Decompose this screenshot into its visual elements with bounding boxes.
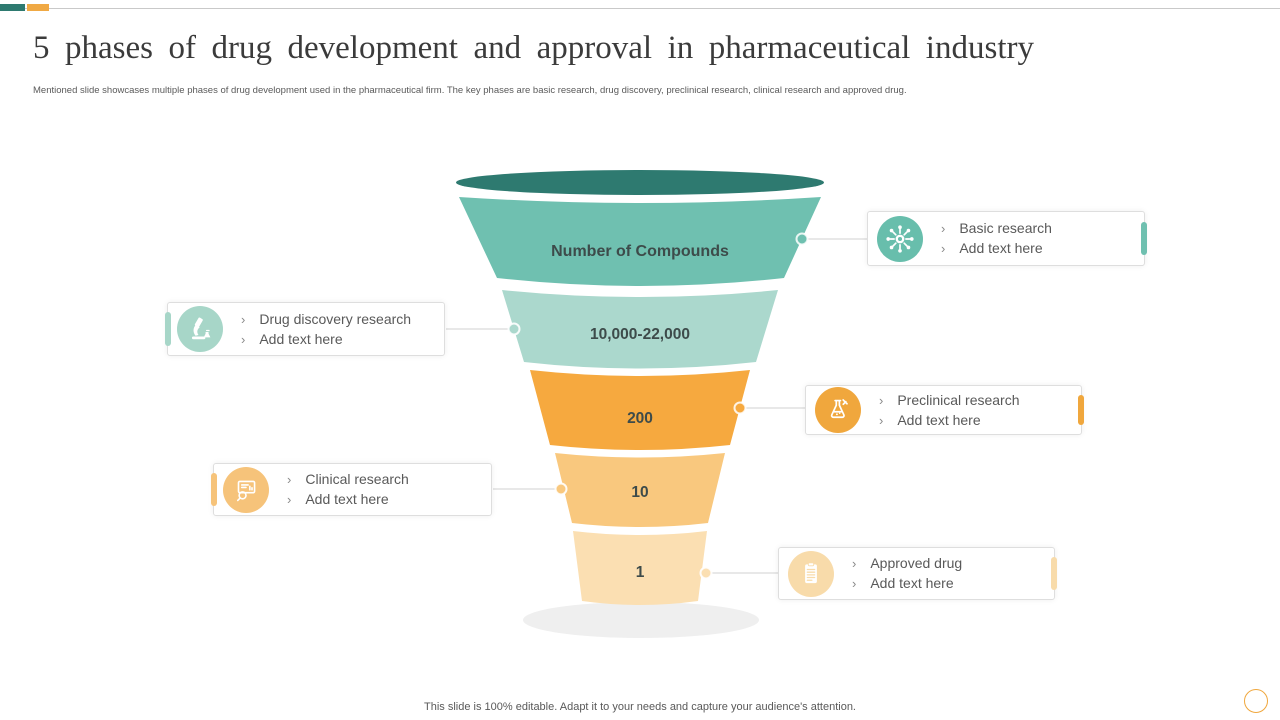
funnel-shadow (523, 602, 759, 638)
chevron-bullet-icon: › (879, 392, 884, 408)
funnel-label-4: 10 (631, 484, 648, 501)
callout-title: Basic research (959, 220, 1052, 236)
chevron-bullet-icon: › (241, 311, 246, 327)
connector-dot-drug-discovery (507, 322, 521, 336)
connector-dot-preclinical (733, 401, 747, 415)
bottom-right-ring-decoration (1244, 689, 1268, 713)
footer-note: This slide is 100% editable. Adapt it to… (424, 701, 856, 713)
accent-bar (165, 312, 171, 346)
chevron-bullet-icon: › (941, 221, 946, 236)
chevron-bullet-icon: › (852, 576, 857, 591)
connector-dot-clinical (554, 482, 568, 496)
funnel-segment-200 (530, 370, 750, 450)
top-divider-line (0, 8, 1280, 9)
chevron-bullet-icon: › (241, 331, 246, 347)
callout-preclinical-research: › Preclinical research › Add text here (805, 385, 1084, 435)
funnel-label-2: 10,000-22,000 (590, 326, 690, 343)
accent-bar (211, 473, 217, 506)
connector-dot-basic-research (795, 232, 809, 246)
funnel-segment-1 (573, 531, 707, 605)
molecule-icon (877, 215, 923, 262)
slide-subtitle: Mentioned slide showcases multiple phase… (33, 85, 907, 96)
callout-title: Preclinical research (897, 391, 1020, 408)
callout-title: Approved drug (870, 555, 963, 571)
page-title: 5 phases of drug development and approva… (33, 30, 1034, 66)
callout-clinical-research: › Clinical research › Add text here (211, 463, 492, 516)
clipboard-icon (788, 550, 834, 597)
chevron-bullet-icon: › (941, 241, 946, 256)
funnel-label-3: 200 (627, 410, 653, 427)
callout-approved-drug: › Approved drug › Add text here (778, 547, 1057, 600)
chevron-bullet-icon: › (852, 556, 857, 571)
presentation-icon (223, 466, 269, 513)
funnel-segment-10000-22000 (502, 290, 778, 369)
callout-drug-discovery: › Drug discovery research › Add text her… (165, 302, 445, 356)
add-text-placeholder[interactable]: Add text here (305, 491, 389, 507)
flask-icon (815, 387, 861, 433)
callout-title: Drug discovery research (259, 310, 412, 327)
funnel-top-ellipse (456, 170, 824, 195)
top-accent-bar-teal (0, 4, 25, 11)
accent-bar (1078, 394, 1084, 426)
top-accent-bar-orange (27, 4, 49, 11)
add-text-placeholder[interactable]: Add text here (959, 240, 1043, 256)
chevron-bullet-icon: › (287, 492, 292, 507)
accent-bar (1141, 221, 1147, 256)
callout-title: Clinical research (305, 471, 409, 487)
funnel-segment-number-of-compounds (459, 197, 821, 286)
add-text-placeholder[interactable]: Add text here (259, 330, 343, 347)
funnel-label-1: Number of Compounds (551, 243, 729, 260)
add-text-placeholder[interactable]: Add text here (897, 411, 981, 428)
chevron-bullet-icon: › (879, 412, 884, 428)
microscope-icon (177, 306, 223, 352)
funnel-segment-10 (555, 453, 725, 527)
accent-bar (1051, 557, 1057, 590)
add-text-placeholder[interactable]: Add text here (870, 575, 954, 591)
chevron-bullet-icon: › (287, 472, 292, 487)
connector-dot-approved (699, 566, 713, 580)
callout-basic-research: › Basic research › Add text here (867, 211, 1147, 266)
funnel-label-5: 1 (636, 564, 645, 581)
